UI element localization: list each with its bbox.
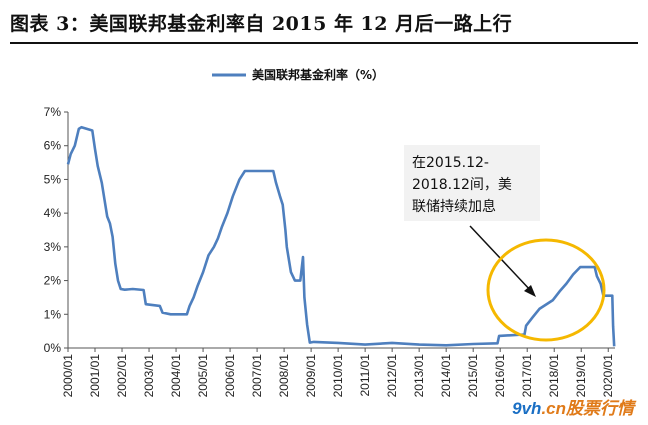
- x-tick-label: 2006/01: [223, 354, 237, 398]
- y-tick-label: 6%: [44, 139, 62, 153]
- x-tick-label: 2012/01: [385, 354, 399, 398]
- title-rule: [10, 42, 638, 44]
- x-tick-label: 2017/01: [520, 354, 534, 398]
- title-bar: 图表 3：美国联邦基金利率自 2015 年 12 月后一路上行: [0, 0, 648, 44]
- page-title: 图表 3：美国联邦基金利率自 2015 年 12 月后一路上行: [10, 13, 513, 35]
- x-tick-label: 2020/01: [601, 354, 615, 398]
- x-tick-label: 2008/01: [277, 354, 291, 398]
- annotation: 在2015.12- 2018.12间，美 联储持续加息: [404, 145, 606, 342]
- x-tick-label: 2009/01: [304, 354, 318, 398]
- annotation-box: [404, 145, 540, 221]
- y-tick-label: 3%: [44, 240, 62, 254]
- annotation-arrowhead: [524, 285, 536, 297]
- x-tick-label: 2004/01: [169, 354, 183, 398]
- x-tick-label: 2000/01: [61, 354, 75, 398]
- watermark-text: 股票行情: [566, 399, 634, 418]
- y-tick-label: 2%: [44, 274, 62, 288]
- x-tick-label: 2007/01: [250, 354, 264, 398]
- x-tick-label: 2001/01: [88, 354, 102, 398]
- x-tick-label: 2010/01: [331, 354, 345, 398]
- annotation-line-3: 联储持续加息: [412, 198, 496, 215]
- watermark: 9vh.cn股票行情: [512, 394, 634, 419]
- highlight-ellipse: [486, 238, 606, 342]
- annotation-line-1: 在2015.12-: [412, 155, 489, 171]
- y-axis-ticks: 0% 1% 2% 3% 4% 5% 6% 7%: [44, 105, 68, 355]
- y-tick-label: 4%: [44, 206, 62, 220]
- x-tick-label: 2005/01: [196, 354, 210, 398]
- y-tick-label: 5%: [44, 172, 62, 186]
- x-tick-label: 2013/01: [412, 354, 426, 398]
- x-tick-label: 2003/01: [142, 354, 156, 398]
- y-tick-label: 0%: [44, 341, 62, 355]
- annotation-line-2: 2018.12间，美: [412, 177, 512, 193]
- x-tick-label: 2015/01: [466, 354, 480, 398]
- x-tick-label: 2002/01: [115, 354, 129, 398]
- x-tick-label: 2018/01: [547, 354, 561, 398]
- chart-axes: [67, 112, 615, 349]
- x-tick-label: 2016/01: [493, 354, 507, 398]
- y-tick-label: 1%: [44, 307, 62, 321]
- x-tick-label: 2019/01: [574, 354, 588, 398]
- watermark-brand: 9vh: [512, 399, 542, 418]
- x-axis-ticks: 2000/01 2001/01 2002/01 2003/01 2004/01 2005/…: [61, 348, 615, 397]
- chart-legend: 美国联邦基金利率（%）: [212, 67, 384, 82]
- legend-label: 美国联邦基金利率（%）: [252, 67, 384, 82]
- series-line-fed-funds-rate: [66, 125, 616, 347]
- x-tick-label: 2011/01: [358, 354, 372, 397]
- x-tick-label: 2014/01: [439, 354, 453, 398]
- watermark-dot: .cn: [541, 399, 566, 418]
- y-tick-label: 7%: [44, 105, 62, 119]
